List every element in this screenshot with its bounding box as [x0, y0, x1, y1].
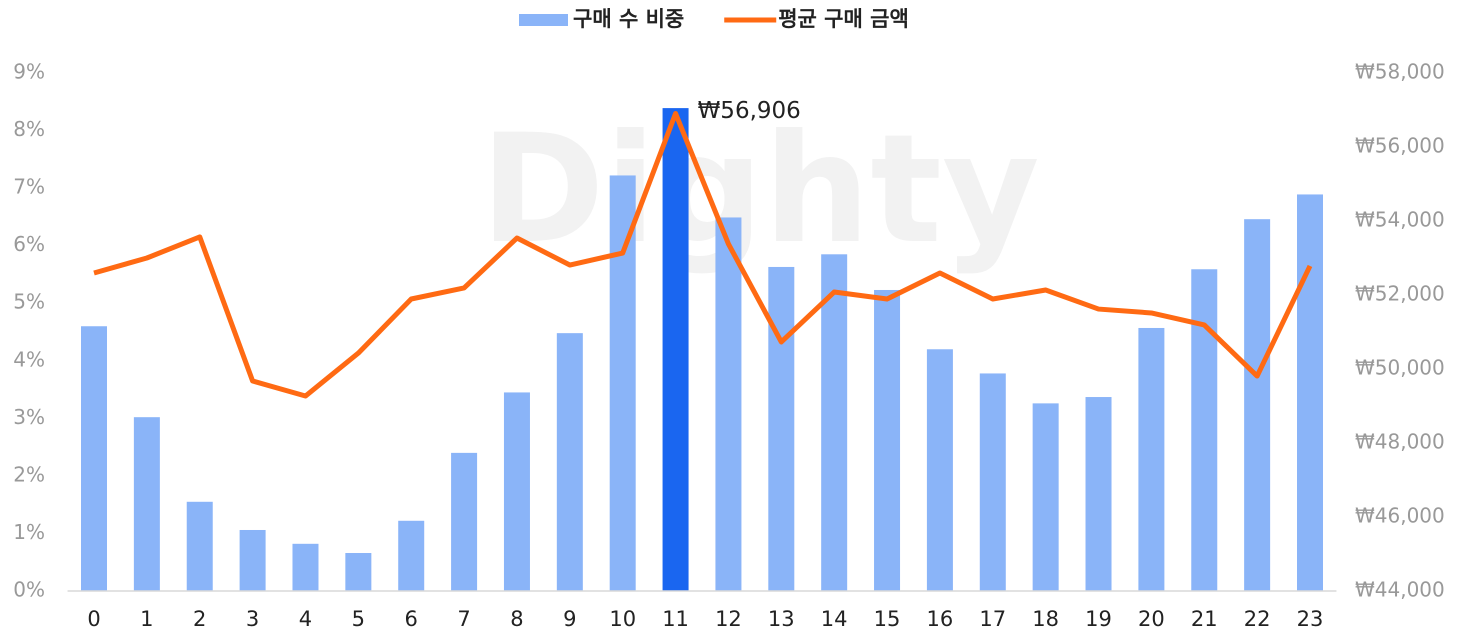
y2-tick-label: ₩52,000	[1355, 282, 1445, 306]
y2-tick-label: ₩54,000	[1355, 208, 1445, 232]
y2-tick-label: ₩50,000	[1355, 356, 1445, 380]
legend-label: 평균 구매 금액	[778, 7, 909, 31]
y2-tick-label: ₩46,000	[1355, 504, 1445, 528]
bar	[1244, 219, 1271, 592]
y-tick-label: 1%	[13, 520, 45, 544]
x-tick-label: 6	[405, 607, 418, 631]
x-tick-label: 5	[352, 607, 365, 631]
x-tick-label: 18	[1032, 607, 1059, 631]
y-tick-label: 9%	[13, 60, 45, 84]
x-tick-label: 21	[1191, 607, 1218, 631]
x-tick-label: 14	[821, 607, 848, 631]
y-tick-label: 7%	[13, 175, 45, 199]
x-tick-label: 23	[1297, 607, 1324, 631]
x-tick-label: 10	[609, 607, 636, 631]
x-tick-label: 7	[457, 607, 470, 631]
bar	[926, 349, 953, 591]
bar	[239, 529, 266, 591]
y-tick-label: 8%	[13, 117, 45, 141]
x-tick-label: 17	[979, 607, 1006, 631]
y-tick-label: 2%	[13, 462, 45, 486]
bar	[398, 520, 425, 591]
bar	[1032, 403, 1059, 591]
legend-swatch	[519, 14, 568, 26]
x-tick-label: 13	[768, 607, 795, 631]
bar	[662, 108, 689, 591]
x-tick-label: 1	[140, 607, 153, 631]
line	[93, 110, 1313, 399]
data-label: ₩56,906	[698, 98, 801, 124]
x-tick-label: 2	[193, 607, 206, 631]
bar	[874, 289, 901, 591]
y-tick-label: 5%	[13, 290, 45, 314]
y-tick-label: 4%	[13, 347, 45, 371]
bar	[186, 501, 213, 591]
bar	[768, 266, 795, 591]
bar	[715, 217, 742, 591]
y-tick-label: 3%	[13, 405, 45, 429]
x-tick-label: 16	[927, 607, 954, 631]
y-tick-label: 6%	[13, 232, 45, 256]
x-tick-label: 9	[563, 607, 576, 631]
x-tick-label: 15	[874, 607, 901, 631]
x-tick-label: 0	[87, 607, 100, 631]
bar	[821, 254, 848, 592]
y2-tick-label: ₩56,000	[1355, 134, 1445, 158]
bar	[345, 553, 372, 591]
y2-tick-label: ₩44,000	[1355, 578, 1445, 602]
bar	[503, 392, 530, 591]
bar	[133, 417, 160, 591]
x-tick-label: 3	[246, 607, 259, 631]
x-tick-label: 4	[299, 607, 312, 631]
x-tick-label: 22	[1244, 607, 1271, 631]
y-tick-label: 0%	[13, 578, 45, 602]
x-tick-label: 11	[662, 607, 689, 631]
watermark: Dighty	[480, 103, 1040, 277]
x-tick-label: 20	[1138, 607, 1165, 631]
bar	[1085, 397, 1112, 591]
bar	[1297, 194, 1323, 592]
bar	[609, 175, 636, 591]
y2-tick-label: ₩48,000	[1355, 430, 1445, 454]
x-tick-label: 19	[1085, 607, 1112, 631]
bar	[556, 333, 583, 591]
bar	[1191, 269, 1218, 591]
bar	[979, 373, 1006, 591]
bar	[451, 452, 478, 591]
y2-tick-label: ₩58,000	[1355, 60, 1445, 84]
x-tick-label: 12	[715, 607, 742, 631]
bar	[292, 543, 319, 591]
x-tick-label: 8	[510, 607, 523, 631]
bar	[1138, 327, 1165, 591]
bar	[81, 326, 107, 591]
legend-label: 구매 수 비중	[573, 7, 684, 31]
